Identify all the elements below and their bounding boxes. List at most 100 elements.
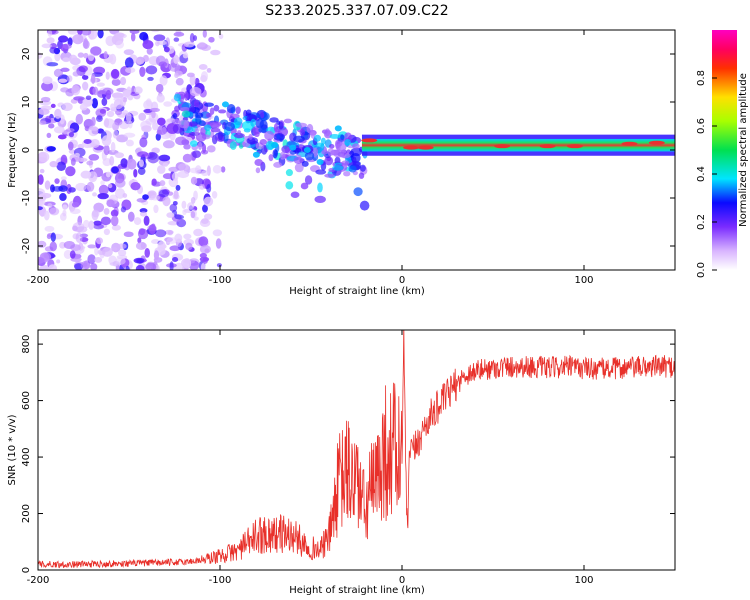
colorbar-label: Normalized spectral amplitude [738,73,749,227]
noise-blob [161,126,167,135]
signal-blob [273,133,285,141]
signal-peak [271,142,279,149]
noise-blob [79,103,88,111]
noise-blob [49,207,60,216]
noise-blob [208,36,215,43]
noise-blob [173,190,179,199]
noise-blob [101,135,112,147]
noise-blob [150,194,161,201]
noise-blob [143,100,154,110]
noise-blob [103,144,110,156]
noise-blob [212,229,223,237]
signal-peak [334,125,342,132]
noise-blob [68,149,76,154]
noise-blob [62,57,70,63]
band-peak [403,145,420,150]
noise-blob [44,180,51,190]
noise-blob [54,178,60,184]
noise-blob [41,43,52,49]
noise-blob [115,188,125,199]
noise-blob [86,160,94,166]
y-tick-label: 400 [21,448,32,467]
noise-blob [88,125,99,137]
noise-blob [46,37,55,44]
signal-blob [359,200,370,211]
noise-blob [65,128,75,133]
noise-blob [100,180,105,186]
noise-blob [62,209,67,217]
noise-blob [83,38,89,49]
signal-blob [313,134,322,142]
noise-blob [178,163,189,171]
noise-blob [75,113,84,125]
figure-title: S233.2025.337.07.09.C22 [265,3,448,19]
noise-blob [199,244,211,254]
signal-blob [343,171,351,177]
y-tick-label: -10 [21,190,32,206]
noise-blob [38,188,45,197]
signal-blob [351,143,360,149]
noise-blob [177,170,190,179]
noise-blob [46,62,59,67]
noise-blob [115,109,122,116]
noise-blob [139,208,148,214]
noise-blob [163,101,173,107]
noise-blob [125,139,134,147]
noise-blob [198,236,209,247]
noise-blob [114,32,125,38]
noise-blob [50,232,56,242]
colorbar-tick-label: 0.4 [696,166,707,182]
signal-blob [301,160,309,167]
noise-blob [85,95,92,101]
noise-blob [43,210,50,221]
noise-blob [189,32,195,44]
signal-blob [172,118,181,125]
signal-blob [229,141,237,150]
noise-blob [72,225,78,232]
noise-blob [125,112,132,123]
band-peak [494,144,511,149]
noise-blob [151,147,160,154]
x-tick-label: -200 [27,275,50,286]
noise-blob [90,46,102,56]
snr-y-label: SNR (10 * v/v) [7,414,18,485]
signal-blob [194,127,199,136]
noise-blob [83,52,89,59]
noise-blob [111,224,121,231]
noise-blob [62,43,72,50]
noise-blob [138,112,147,121]
signal-blob [180,106,190,112]
noise-blob [39,264,51,270]
signal-blob [248,133,253,140]
noise-blob [58,78,68,83]
noise-blob [174,70,183,77]
signal-blob [193,99,200,108]
noise-blob [47,203,53,209]
signal-blob [340,134,345,140]
x-tick-label: 0 [399,275,405,286]
noise-blob [103,51,108,59]
snr-frame [37,329,676,571]
noise-blob [103,207,110,215]
signal-blob [250,118,257,128]
noise-blob [153,34,166,42]
colorbar: 0.0 0.2 0.4 0.6 0.8 Normalized spectral ampl… [696,30,749,278]
noise-blob [198,64,208,70]
noise-blob [60,176,67,181]
signal-peak [303,147,311,153]
colorbar-tick-label: 0.6 [696,118,707,134]
band-peak [539,144,556,149]
signal-blob [329,144,335,149]
noise-blob [88,220,95,230]
noise-blob [117,249,127,257]
noise-blob [182,258,192,269]
signal-blob [335,143,347,152]
noise-blob [151,110,156,119]
noise-blob [90,138,100,148]
noise-blob [183,233,192,240]
colorbar-tick-label: 0.2 [696,214,707,230]
noise-blob [144,247,150,258]
noise-blob [159,180,166,187]
